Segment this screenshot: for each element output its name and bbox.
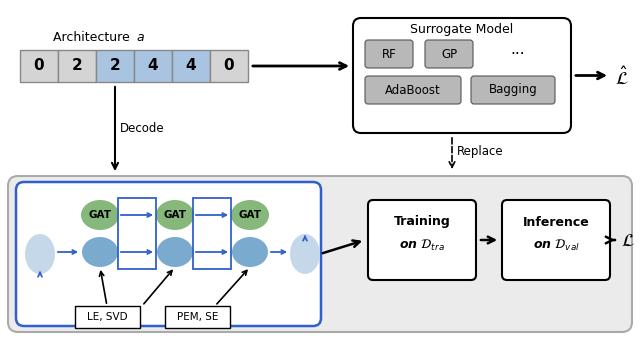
FancyBboxPatch shape xyxy=(8,176,632,332)
Ellipse shape xyxy=(157,237,193,267)
Text: GAT: GAT xyxy=(88,210,111,220)
Text: Architecture: Architecture xyxy=(53,31,134,44)
Text: GAT: GAT xyxy=(239,210,262,220)
Text: GAT: GAT xyxy=(163,210,186,220)
Text: AdaBoost: AdaBoost xyxy=(385,84,441,97)
FancyBboxPatch shape xyxy=(471,76,555,104)
FancyBboxPatch shape xyxy=(16,182,321,326)
FancyBboxPatch shape xyxy=(425,40,473,68)
FancyBboxPatch shape xyxy=(368,200,476,280)
FancyBboxPatch shape xyxy=(96,50,134,82)
Text: ···: ··· xyxy=(511,47,525,62)
Text: 0: 0 xyxy=(224,58,234,73)
FancyBboxPatch shape xyxy=(210,50,248,82)
Text: Surrogate Model: Surrogate Model xyxy=(410,23,514,36)
Ellipse shape xyxy=(156,200,194,230)
Text: $\hat{\mathcal{L}}$: $\hat{\mathcal{L}}$ xyxy=(615,66,629,87)
FancyBboxPatch shape xyxy=(58,50,96,82)
Ellipse shape xyxy=(82,237,118,267)
Ellipse shape xyxy=(290,234,320,274)
Text: Decode: Decode xyxy=(120,122,164,136)
Text: 0: 0 xyxy=(34,58,44,73)
Text: Training: Training xyxy=(394,216,451,228)
FancyBboxPatch shape xyxy=(172,50,210,82)
Text: LE, SVD: LE, SVD xyxy=(87,312,128,322)
Ellipse shape xyxy=(81,200,119,230)
Text: 2: 2 xyxy=(109,58,120,73)
Text: Inference: Inference xyxy=(523,216,589,228)
Text: Replace: Replace xyxy=(457,144,504,157)
FancyBboxPatch shape xyxy=(365,40,413,68)
Text: 4: 4 xyxy=(186,58,196,73)
Text: RF: RF xyxy=(381,48,396,61)
Ellipse shape xyxy=(231,200,269,230)
FancyBboxPatch shape xyxy=(134,50,172,82)
FancyBboxPatch shape xyxy=(502,200,610,280)
Text: PEM, SE: PEM, SE xyxy=(177,312,218,322)
Text: Bagging: Bagging xyxy=(488,84,538,97)
FancyBboxPatch shape xyxy=(165,306,230,328)
FancyBboxPatch shape xyxy=(20,50,58,82)
Text: on $\mathcal{D}_{val}$: on $\mathcal{D}_{val}$ xyxy=(532,237,579,253)
Text: $a$: $a$ xyxy=(136,31,145,44)
FancyBboxPatch shape xyxy=(75,306,140,328)
Text: 2: 2 xyxy=(72,58,83,73)
Ellipse shape xyxy=(25,234,55,274)
FancyBboxPatch shape xyxy=(353,18,571,133)
Text: 4: 4 xyxy=(148,58,158,73)
Text: on $\mathcal{D}_{tra}$: on $\mathcal{D}_{tra}$ xyxy=(399,237,445,253)
Text: $\mathcal{L}$: $\mathcal{L}$ xyxy=(621,232,635,250)
FancyBboxPatch shape xyxy=(365,76,461,104)
Ellipse shape xyxy=(232,237,268,267)
Text: GP: GP xyxy=(441,48,457,61)
